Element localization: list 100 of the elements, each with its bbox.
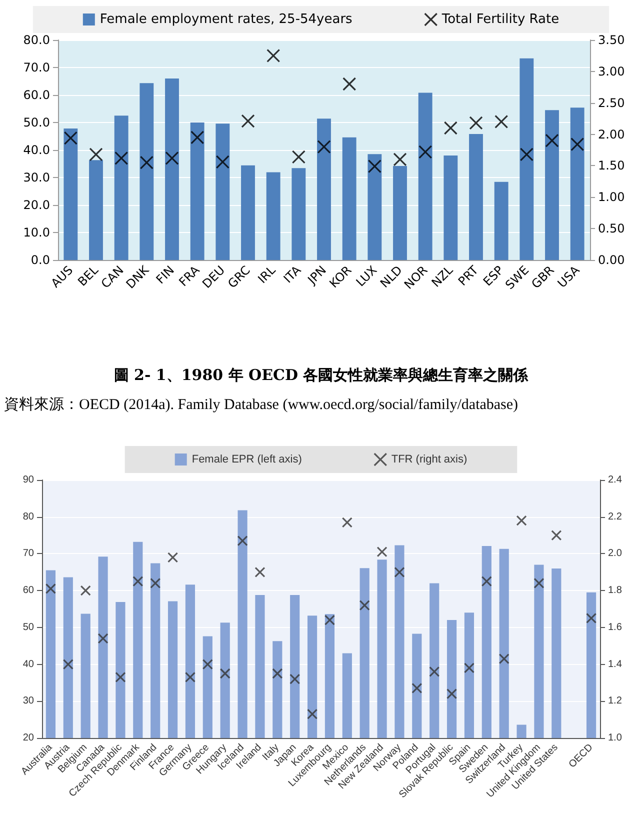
point bbox=[62, 658, 74, 670]
bar bbox=[89, 160, 103, 260]
point bbox=[498, 653, 510, 664]
y2-tick-label: 1.50 bbox=[598, 158, 625, 173]
bar bbox=[64, 128, 78, 260]
point bbox=[570, 138, 584, 152]
x-tick-label: NZL bbox=[428, 262, 456, 290]
y-tick-label: 80 bbox=[22, 511, 34, 522]
point bbox=[190, 130, 204, 144]
bar bbox=[444, 156, 458, 260]
point bbox=[165, 151, 179, 165]
point bbox=[220, 668, 230, 679]
x-tick-label: USA bbox=[554, 262, 583, 290]
y2-tick-label: 2.00 bbox=[598, 127, 625, 142]
bar bbox=[317, 118, 331, 260]
bar bbox=[545, 110, 559, 260]
y2-tick-label: 1.00 bbox=[598, 190, 625, 204]
bar bbox=[418, 92, 432, 260]
x-tick-label: FIN bbox=[153, 263, 177, 287]
point bbox=[115, 672, 126, 682]
point bbox=[418, 145, 432, 159]
y-tick-label: 70 bbox=[22, 548, 34, 560]
legend-label: Total Fertility Rate bbox=[440, 12, 560, 27]
y2-tick-label: 1.0 bbox=[608, 732, 622, 744]
bar bbox=[469, 134, 483, 260]
point bbox=[429, 666, 440, 677]
x-tick-label: BEL bbox=[75, 262, 102, 289]
bar bbox=[393, 166, 407, 260]
point bbox=[216, 155, 230, 169]
bar bbox=[266, 172, 280, 260]
bar bbox=[190, 122, 204, 260]
point bbox=[551, 530, 562, 541]
x-tick-label: FRA bbox=[176, 262, 203, 290]
y-tick-label: 20 bbox=[22, 732, 34, 744]
bar bbox=[140, 83, 154, 260]
y2-tick-label: 1.6 bbox=[608, 622, 622, 633]
y-tick-label: 50 bbox=[22, 622, 34, 633]
y-tick-label: 80.0 bbox=[23, 33, 50, 47]
point bbox=[167, 552, 178, 563]
y2-tick-label: 3.00 bbox=[598, 64, 625, 78]
point bbox=[98, 633, 108, 644]
bar bbox=[342, 137, 356, 260]
point bbox=[324, 614, 336, 626]
point bbox=[481, 576, 492, 587]
point bbox=[393, 152, 407, 166]
source-note: 資料來源：OECD (2014a). Family Database (www.oecd.org/social/family/database) bbox=[3, 396, 520, 414]
y2-tick-label: 1.2 bbox=[608, 696, 622, 707]
point bbox=[89, 148, 103, 162]
point bbox=[342, 517, 352, 528]
y2-tick-label: 2.0 bbox=[608, 548, 622, 560]
legend-label: TFR (right axis) bbox=[391, 454, 468, 466]
y2-tick-label: 0.50 bbox=[598, 222, 625, 236]
point bbox=[64, 131, 78, 145]
point bbox=[394, 566, 405, 578]
point bbox=[534, 578, 544, 588]
y2-tick-label: 1.4 bbox=[608, 658, 622, 670]
y2-tick-label: 2.50 bbox=[598, 96, 625, 110]
y-tick-label: 60.0 bbox=[23, 88, 50, 102]
point bbox=[376, 546, 388, 558]
y-tick-label: 40.0 bbox=[23, 143, 50, 157]
point bbox=[317, 140, 331, 154]
bar bbox=[114, 116, 128, 260]
caption: 圖 2- 1、1980 年 OECD 各國女性就業率與總生育率之關係 bbox=[112, 366, 530, 385]
point bbox=[132, 576, 144, 587]
y2-tick-label: 2.2 bbox=[608, 511, 622, 522]
point bbox=[150, 578, 161, 588]
x-tick-label: ITA bbox=[280, 262, 304, 286]
point bbox=[444, 121, 458, 135]
y-tick-label: 30.0 bbox=[23, 170, 50, 184]
y-tick-label: 60 bbox=[22, 585, 34, 596]
bar bbox=[520, 58, 534, 260]
point bbox=[241, 114, 255, 128]
x-tick-label: ESP bbox=[480, 263, 506, 289]
y-tick-label: 90 bbox=[22, 474, 34, 486]
point bbox=[254, 566, 266, 578]
point bbox=[184, 672, 196, 682]
y2-tick-label: 2.4 bbox=[608, 474, 622, 486]
point bbox=[140, 156, 154, 170]
y-tick-label: 20.0 bbox=[23, 198, 50, 212]
point bbox=[45, 583, 56, 594]
point bbox=[368, 160, 382, 174]
y-tick-label: 30 bbox=[22, 696, 34, 707]
point bbox=[290, 674, 300, 684]
point bbox=[237, 536, 248, 546]
bar bbox=[241, 165, 255, 260]
point bbox=[80, 585, 91, 596]
y-tick-label: 70.0 bbox=[23, 60, 50, 74]
point bbox=[586, 612, 597, 624]
point bbox=[516, 515, 527, 526]
y-tick-label: 40 bbox=[22, 658, 34, 670]
point bbox=[520, 148, 534, 162]
bar bbox=[216, 124, 230, 260]
point bbox=[202, 658, 213, 670]
point bbox=[446, 688, 458, 700]
point bbox=[266, 48, 280, 63]
point bbox=[412, 682, 422, 694]
y2-tick-label: 3.50 bbox=[598, 33, 625, 47]
x-tick-label: IRL bbox=[255, 262, 279, 286]
bar bbox=[570, 108, 584, 260]
point bbox=[342, 77, 356, 91]
